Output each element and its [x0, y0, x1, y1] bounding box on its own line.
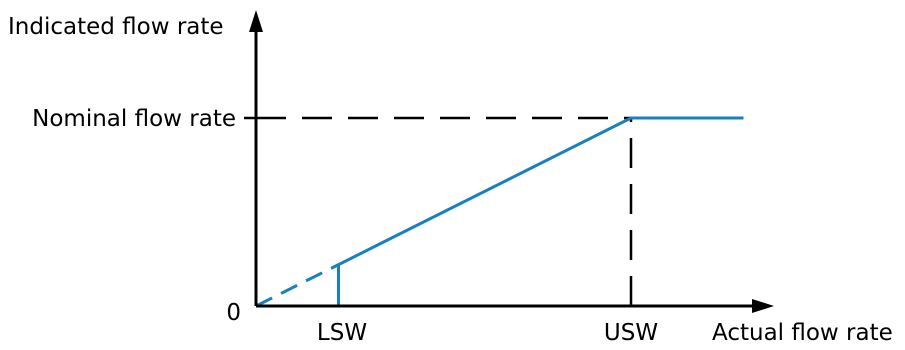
y-tick-label-zero: 0	[226, 300, 241, 326]
x-axis-label: Actual flow rate	[712, 320, 893, 346]
x-tick-label-lsw: LSW	[317, 320, 367, 346]
extrapolated-series-line	[255, 263, 340, 308]
y-axis-arrow-icon	[249, 10, 263, 32]
series-group	[255, 116, 744, 308]
reference-lines	[256, 116, 633, 306]
indicated-flow-series-line	[337, 116, 744, 306]
x-tick-label-usw: USW	[604, 320, 658, 346]
x-axis-arrow-icon	[752, 299, 774, 313]
y-axis-label: Indicated flow rate	[8, 14, 224, 40]
y-tick-label-nominal: Nominal flow rate	[32, 106, 236, 132]
